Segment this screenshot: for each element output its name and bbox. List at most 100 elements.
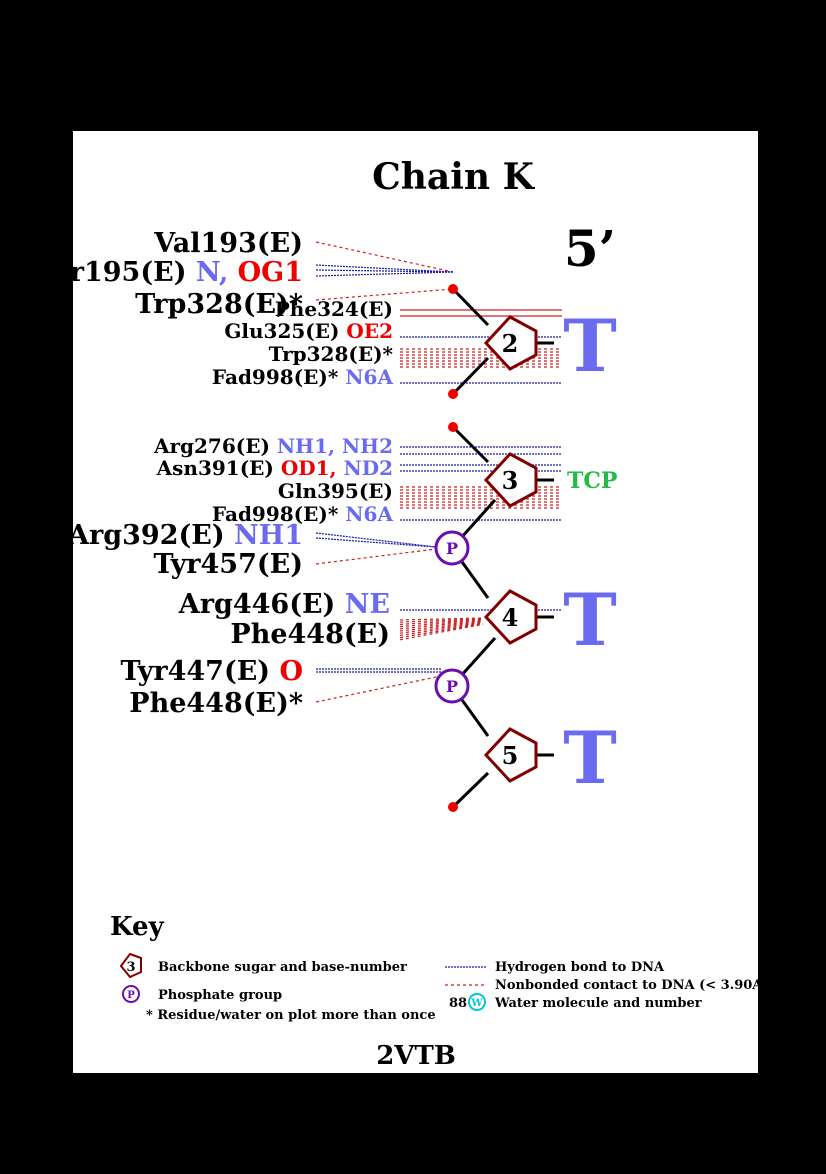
residue-name: Phe324(E) bbox=[275, 297, 393, 321]
residue-label: Phe448(E)* bbox=[129, 688, 303, 719]
residue-name: Tyr447(E) bbox=[121, 656, 271, 687]
sugar-pentagon bbox=[483, 452, 538, 508]
bond-5p-sugar2 bbox=[451, 287, 490, 327]
residue-name: Phe448(E)* bbox=[129, 688, 303, 719]
base-letter: T bbox=[563, 715, 617, 800]
sugar-pentagon bbox=[483, 589, 538, 645]
terminal-oxygen-dot bbox=[448, 284, 458, 294]
legend-contact-label: Nonbonded contact to DNA (< 3.90A) bbox=[495, 978, 769, 993]
legend-star-label: * Residue/water on plot more than once bbox=[146, 1008, 436, 1023]
residue-atoms: N6A bbox=[338, 365, 393, 389]
bond-sugar2-3p bbox=[451, 356, 490, 396]
terminal-oxygen-dot bbox=[448, 802, 458, 812]
residue-name: Fad998(E)* bbox=[212, 502, 339, 526]
residue-name: Gln395(E) bbox=[278, 479, 393, 503]
hbond-arg392-b bbox=[315, 537, 437, 548]
terminal-oxygen-dot bbox=[448, 422, 458, 432]
hbond-thr195-c bbox=[315, 271, 454, 277]
base-letter: T bbox=[563, 303, 617, 388]
contact-phe448-fan bbox=[399, 618, 484, 623]
contact-phe448-fan bbox=[399, 617, 484, 621]
ligand-label: TCP bbox=[567, 468, 617, 494]
legend: Key 3 Backbone sugar and base-number P P… bbox=[110, 912, 769, 1023]
residue-atoms: OD1, bbox=[274, 456, 337, 480]
hbond-thr195-b bbox=[315, 269, 454, 273]
residue-label: Tyr447(E) O bbox=[121, 656, 303, 687]
phosphate-label: P bbox=[446, 539, 458, 558]
residue-label: Tyr457(E) bbox=[153, 549, 303, 580]
legend-sugar-sample: 3 bbox=[126, 960, 135, 975]
residue-atoms: N, bbox=[186, 257, 228, 288]
nucleotide-number: 2 bbox=[502, 329, 519, 358]
contact-phe448-fan bbox=[399, 619, 484, 628]
terminal-oxygen-dot bbox=[448, 389, 458, 399]
nucleotide-number: 3 bbox=[502, 466, 519, 495]
base-letter: T bbox=[563, 577, 617, 662]
residue-label: Asn391(E) OD1, ND2 bbox=[156, 456, 393, 480]
residue-name: Arg392(E) bbox=[67, 520, 225, 551]
residue-name: Fad998(E)* bbox=[212, 365, 339, 389]
contact-val193 bbox=[315, 241, 454, 273]
legend-sugar-label: Backbone sugar and base-number bbox=[158, 960, 407, 975]
phosphate-circle bbox=[434, 668, 470, 704]
residue-label: Arg446(E) NE bbox=[178, 589, 390, 620]
phosphate-circle bbox=[434, 530, 470, 566]
nucleotide-number: 4 bbox=[502, 603, 519, 632]
legend-phosphate-sample: P bbox=[127, 990, 135, 1001]
contact-tyr457 bbox=[315, 548, 437, 565]
residue-label: Trp328(E)* bbox=[269, 342, 394, 366]
residue-label: Phe324(E) bbox=[275, 297, 393, 321]
residue-label: Gln395(E) bbox=[278, 479, 393, 503]
pdb-code: 2VTB bbox=[376, 1041, 456, 1071]
nucleotide-number: 5 bbox=[502, 741, 519, 770]
white-panel bbox=[73, 131, 758, 1073]
hbond-thr195-a bbox=[315, 264, 454, 273]
residue-label: Fad998(E)* N6A bbox=[212, 502, 394, 526]
residue-label: Val193(E) bbox=[153, 228, 303, 259]
residue-label: Thr195(E) N, OG1 bbox=[30, 257, 303, 288]
legend-phosphate-circle bbox=[122, 985, 140, 1003]
contact-phe448-fan bbox=[399, 623, 484, 641]
residue-name: Trp328(E)* bbox=[269, 342, 394, 366]
residue-name: Arg446(E) bbox=[178, 589, 336, 620]
legend-water-number: 88 bbox=[449, 996, 467, 1011]
residue-label: Fad998(E)* N6A bbox=[212, 365, 394, 389]
contact-phe448-fan bbox=[399, 622, 484, 636]
residue-label: Trp328(E)* bbox=[135, 289, 303, 320]
residue-name: Thr195(E) bbox=[30, 257, 186, 288]
residue-atoms: NE bbox=[335, 589, 390, 620]
residue-name: Asn391(E) bbox=[156, 456, 274, 480]
residue-atoms: NH1 bbox=[225, 520, 303, 551]
phosphate-label: P bbox=[446, 677, 458, 696]
five-prime-label: 5’ bbox=[564, 219, 616, 278]
dna-backbone: 2 T 3 TCP 4 T 5 T P P bbox=[434, 284, 617, 812]
residue-name: Val193(E) bbox=[153, 228, 303, 259]
residue-name: Glu325(E) bbox=[224, 319, 339, 343]
residue-labels: Val193(E)Thr195(E) N, OG1Trp328(E)*Phe32… bbox=[30, 228, 394, 719]
residue-atoms: N6A bbox=[338, 502, 393, 526]
residue-atoms: NH1, NH2 bbox=[270, 434, 393, 458]
legend-phosphate-label: Phosphate group bbox=[158, 988, 282, 1003]
legend-water-label: Water molecule and number bbox=[494, 996, 702, 1011]
sugar-pentagon bbox=[483, 315, 538, 371]
chain-title: Chain K bbox=[372, 156, 536, 198]
contact-phe448-fan bbox=[399, 618, 484, 625]
residue-label: Arg276(E) NH1, NH2 bbox=[153, 434, 393, 458]
contact-phe448-fan bbox=[399, 621, 484, 634]
residue-atoms: OG1 bbox=[228, 257, 303, 288]
residue-atoms: OE2 bbox=[339, 319, 393, 343]
contact-phe448-fan bbox=[399, 620, 484, 632]
sugar-pentagon bbox=[483, 727, 538, 783]
legend-water-sample: W bbox=[470, 998, 483, 1009]
residue-atoms: O bbox=[270, 656, 303, 687]
residue-label: Arg392(E) NH1 bbox=[67, 520, 303, 551]
residue-name: Phe448(E) bbox=[230, 619, 390, 650]
residue-name: Arg276(E) bbox=[153, 434, 270, 458]
residue-name: Trp328(E)* bbox=[135, 289, 303, 320]
legend-title: Key bbox=[110, 912, 165, 942]
bond-sugar5-3p bbox=[451, 771, 490, 809]
hbond-arg392-a bbox=[315, 532, 437, 548]
legend-hbond-label: Hydrogen bond to DNA bbox=[495, 960, 665, 975]
legend-water-circle bbox=[468, 993, 486, 1011]
